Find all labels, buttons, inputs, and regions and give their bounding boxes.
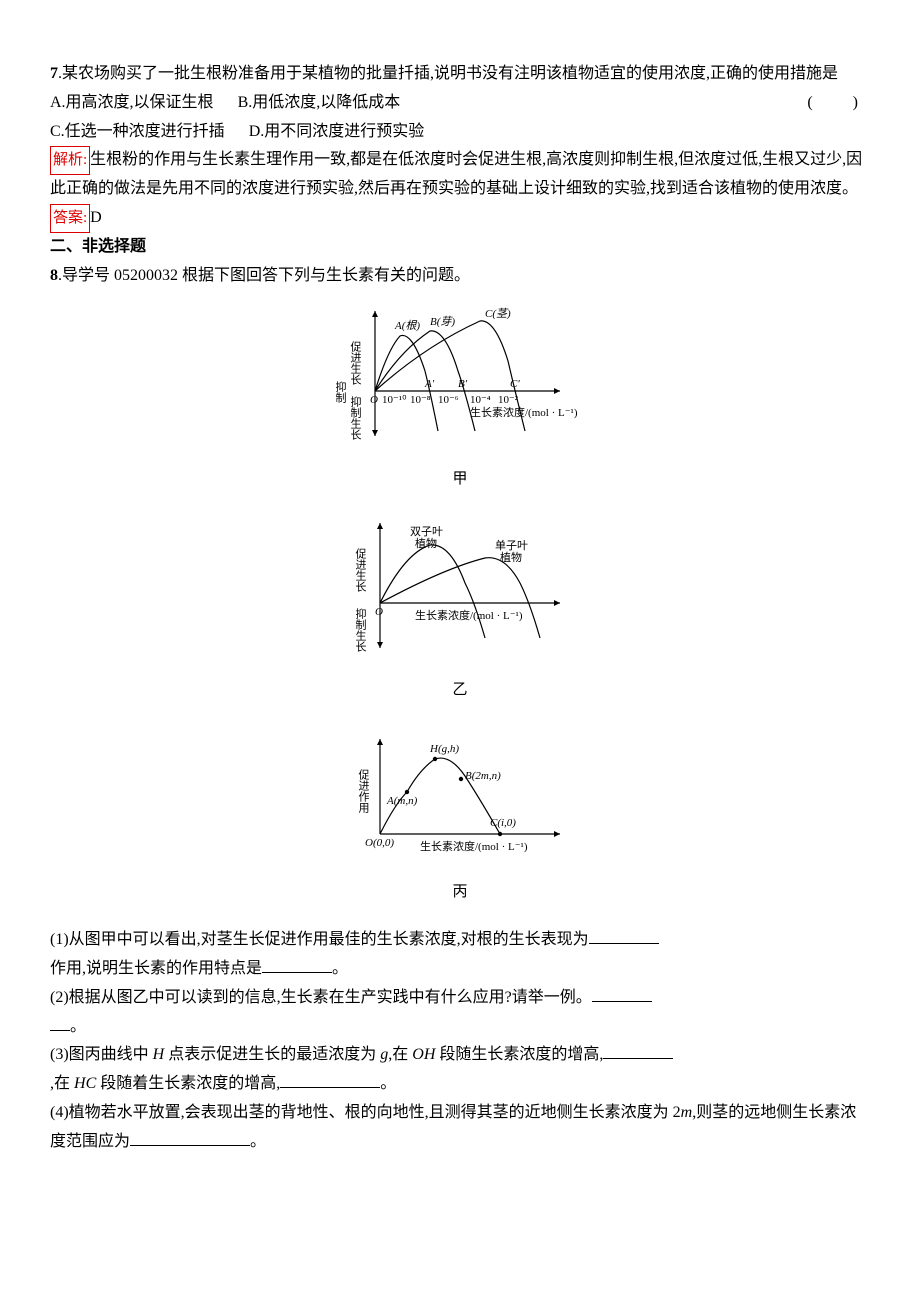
blank-3 bbox=[592, 985, 652, 1002]
q7-answer-text: D bbox=[90, 209, 102, 226]
jia-tick-2: 10⁻⁸ bbox=[410, 394, 431, 406]
bing-ylabel: 促进作用 bbox=[357, 768, 370, 814]
yi-y-upper: 促进生长 bbox=[354, 546, 367, 591]
q8-sub3-f: 段随着生长素浓度的增高, bbox=[96, 1075, 280, 1092]
jia-curve-b: B(芽) bbox=[430, 315, 455, 328]
q7-stem: 7.某农场购买了一批生根粉准备用于某植物的批量扦插,说明书没有注明该植物适宜的使… bbox=[50, 60, 870, 89]
q8-sub4-a: (4)植物若水平放置,会表现出茎的背地性、根的向地性,且测得其茎的近地侧生长素浓… bbox=[50, 1104, 681, 1121]
jia-y-zero: 抑制 bbox=[334, 379, 347, 402]
q8-sub1-c: 。 bbox=[332, 960, 348, 977]
q7-answer: 答案:D bbox=[50, 204, 870, 233]
blank-6 bbox=[130, 1129, 250, 1146]
yi-o: O bbox=[375, 606, 383, 618]
q8-sub3-c: ,在 bbox=[388, 1046, 412, 1063]
q7-explain: 解析:生根粉的作用与生长素生理作用一致,都是在低浓度时会促进生根,高浓度则抑制生… bbox=[50, 146, 870, 204]
q8-sub1: (1)从图甲中可以看出,对茎生长促进作用最佳的生长素浓度,对根的生长表现为 作用… bbox=[50, 926, 870, 984]
jia-xlabel: 生长素浓度/(mol · L⁻¹) bbox=[470, 405, 578, 419]
q8-sub3-d: 段随生长素浓度的增高, bbox=[435, 1046, 603, 1063]
jia-bprime: B′ bbox=[458, 378, 468, 390]
yi-dicot-1: 双子叶 bbox=[410, 525, 443, 538]
yi-caption: 乙 bbox=[50, 677, 870, 704]
q8-sub1-a: (1)从图甲中可以看出,对茎生长促进作用最佳的生长素浓度,对根的生长表现为 bbox=[50, 931, 589, 948]
q8-sub3-g2: 。 bbox=[380, 1075, 396, 1092]
jia-caption: 甲 bbox=[50, 466, 870, 493]
jia-curve-a: A(根) bbox=[394, 319, 420, 332]
bing-caption: 丙 bbox=[50, 879, 870, 906]
q8-sub3-b: 点表示促进生长的最适浓度为 bbox=[164, 1046, 380, 1063]
blank-4 bbox=[603, 1042, 673, 1059]
explain-label: 解析: bbox=[50, 146, 90, 175]
q8-sub4: (4)植物若水平放置,会表现出茎的背地性、根的向地性,且测得其茎的近地侧生长素浓… bbox=[50, 1099, 870, 1157]
chart-yi: 促进生长 抑制生长 双子叶 植物 单子叶 植物 O 生长素浓度/(mol · L… bbox=[50, 513, 870, 705]
jia-tick-0: O bbox=[370, 394, 378, 406]
bing-c: C(i,0) bbox=[490, 817, 516, 829]
blank-2 bbox=[262, 956, 332, 973]
q8-sub2-a: (2)根据从图乙中可以读到的信息,生长素在生产实践中有什么应用?请举一例。 bbox=[50, 989, 592, 1006]
q7-explain-text: 生根粉的作用与生长素生理作用一致,都是在低浓度时会促进生根,高浓度则抑制生根,但… bbox=[50, 151, 862, 197]
yi-xlabel: 生长素浓度/(mol · L⁻¹) bbox=[415, 608, 523, 622]
blank-3b bbox=[50, 1014, 70, 1031]
q7-options-row1: A.用高浓度,以保证生根 B.用低浓度,以降低成本 bbox=[50, 89, 870, 118]
q7-option-d: D.用不同浓度进行预实验 bbox=[249, 118, 425, 147]
q8-sub1-b: 作用,说明生长素的作用特点是 bbox=[50, 960, 262, 977]
q8-sub3: (3)图丙曲线中 H 点表示促进生长的最适浓度为 g,在 OH 段随生长素浓度的… bbox=[50, 1041, 870, 1099]
q7-option-a: A.用高浓度,以保证生根 bbox=[50, 89, 214, 118]
jia-tick-3: 10⁻⁶ bbox=[438, 394, 459, 406]
yi-mono-2: 植物 bbox=[500, 550, 522, 564]
q7-options-row2: C.任选一种浓度进行扦插 D.用不同浓度进行预实验 bbox=[50, 118, 870, 147]
q8-sub3-oh: OH bbox=[412, 1046, 435, 1063]
q8-number: 8 bbox=[50, 267, 58, 284]
jia-aprime: A′ bbox=[424, 378, 435, 390]
jia-tick-4: 10⁻⁴ bbox=[470, 394, 491, 406]
jia-tick-1: 10⁻¹⁰ bbox=[382, 394, 407, 406]
q8-stem: 8.导学号 05200032 根据下图回答下列与生长素有关的问题。 bbox=[50, 262, 870, 291]
bing-a: A(m,n) bbox=[386, 795, 418, 807]
bing-xlabel: 生长素浓度/(mol · L⁻¹) bbox=[420, 839, 528, 853]
jia-tick-5: 10⁻² bbox=[498, 394, 519, 406]
chart-bing: 促进作用 O(0,0) A(m,n) H(g,h) B(2m,n) C(i,0)… bbox=[50, 724, 870, 906]
jia-curve-c: C(茎) bbox=[485, 307, 511, 320]
answer-label: 答案: bbox=[50, 204, 90, 233]
q8-sub3-a: (3)图丙曲线中 bbox=[50, 1046, 153, 1063]
jia-y-upper: 促进生长 bbox=[349, 339, 362, 384]
q8-sub2-b: 。 bbox=[70, 1018, 86, 1035]
yi-mono-1: 单子叶 bbox=[495, 539, 528, 552]
bing-h: H(g,h) bbox=[429, 743, 459, 755]
section2-heading: 二、非选择题 bbox=[50, 233, 870, 262]
q8-sub4-m: m bbox=[681, 1104, 693, 1121]
chart-jia: 促进生长 抑制生长 抑制 A(根) B(芽) C(茎) A′ B′ C′ O 1… bbox=[50, 301, 870, 493]
q8-sub3-hc: HC bbox=[74, 1075, 96, 1092]
blank-1 bbox=[589, 927, 659, 944]
jia-y-lower: 抑制生长 bbox=[349, 394, 362, 439]
q7-number: 7 bbox=[50, 65, 58, 82]
q7-option-c: C.任选一种浓度进行扦插 bbox=[50, 118, 225, 147]
q8-guide: .导学号 05200032 根据下图回答下列与生长素有关的问题。 bbox=[58, 267, 470, 284]
bing-o: O(0,0) bbox=[365, 837, 394, 849]
q8-sub3-h: H bbox=[153, 1046, 165, 1063]
yi-dicot-2: 植物 bbox=[415, 536, 437, 550]
q7-option-b: B.用低浓度,以降低成本 bbox=[238, 89, 401, 118]
blank-5 bbox=[280, 1071, 380, 1088]
q8-sub2: (2)根据从图乙中可以读到的信息,生长素在生产实践中有什么应用?请举一例。 。 bbox=[50, 984, 870, 1042]
q8-sub4-c: 。 bbox=[250, 1133, 266, 1150]
q7-paren: ( ) bbox=[807, 89, 870, 118]
jia-cprime: C′ bbox=[510, 378, 520, 390]
yi-y-lower: 抑制生长 bbox=[354, 606, 367, 651]
q8-sub3-e: ,在 bbox=[50, 1075, 74, 1092]
q7-text: .某农场购买了一批生根粉准备用于某植物的批量扦插,说明书没有注明该植物适宜的使用… bbox=[58, 65, 838, 82]
bing-b: B(2m,n) bbox=[465, 770, 501, 782]
